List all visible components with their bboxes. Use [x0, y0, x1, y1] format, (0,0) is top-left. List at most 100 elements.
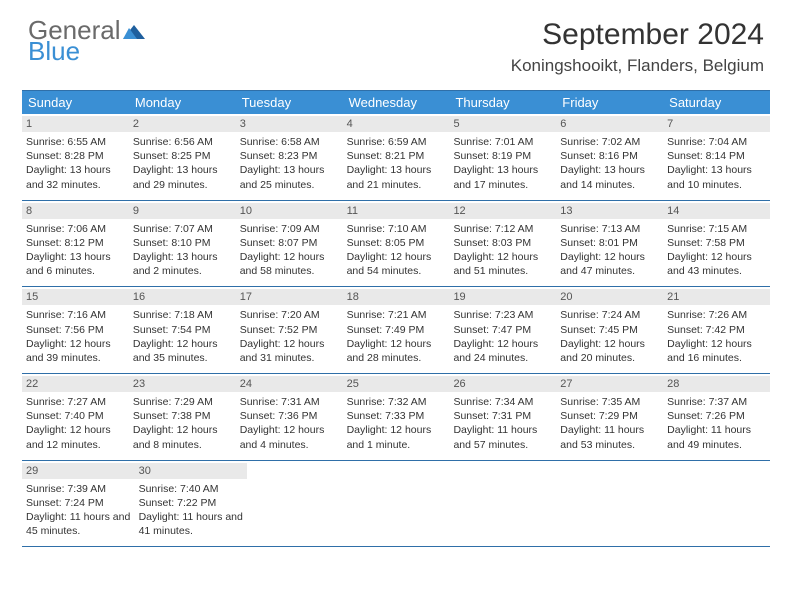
- day-cell: 16 Sunrise: 7:18 AMSunset: 7:54 PMDayligh…: [129, 287, 236, 373]
- logo-word-blue: Blue: [28, 39, 145, 64]
- day-details: Sunrise: 7:34 AMSunset: 7:31 PMDaylight:…: [453, 395, 552, 452]
- day-cell: 19 Sunrise: 7:23 AMSunset: 7:47 PMDayligh…: [449, 287, 556, 373]
- day-cell: 24Sunrise: 7:31 AMSunset: 7:36 PMDayligh…: [236, 374, 343, 460]
- day-details: Sunrise: 7:13 AMSunset: 8:01 PMDaylight:…: [560, 222, 659, 279]
- day-number: 19: [449, 289, 556, 305]
- day-details: Sunrise: 7:16 AMSunset: 7:56 PMDaylight:…: [26, 308, 125, 365]
- day-header: Monday: [129, 91, 236, 114]
- day-number: 25: [343, 376, 450, 392]
- day-number: 9: [129, 203, 236, 219]
- day-header: Saturday: [663, 91, 770, 114]
- day-details: Sunrise: 7:31 AMSunset: 7:36 PMDaylight:…: [240, 395, 339, 452]
- day-number: 6: [556, 116, 663, 132]
- day-number: 8: [22, 203, 129, 219]
- week-row: 22Sunrise: 7:27 AMSunset: 7:40 PMDayligh…: [22, 374, 770, 461]
- day-details: Sunrise: 7:39 AMSunset: 7:24 PMDaylight:…: [26, 482, 131, 539]
- day-details: Sunrise: 7:40 AMSunset: 7:22 PMDaylight:…: [139, 482, 244, 539]
- day-details: Sunrise: 7:37 AMSunset: 7:26 PMDaylight:…: [667, 395, 766, 452]
- day-number: 15: [22, 289, 129, 305]
- day-number: 3: [236, 116, 343, 132]
- day-number: 23: [129, 376, 236, 392]
- day-details: Sunrise: 6:58 AMSunset: 8:23 PMDaylight:…: [240, 135, 339, 192]
- day-number: 28: [663, 376, 770, 392]
- day-header: Wednesday: [343, 91, 450, 114]
- day-details: Sunrise: 7:01 AMSunset: 8:19 PMDaylight:…: [453, 135, 552, 192]
- day-details: Sunrise: 7:21 AMSunset: 7:49 PMDaylight:…: [347, 308, 446, 365]
- empty-cell: [561, 461, 666, 547]
- day-details: Sunrise: 7:23 AMSunset: 7:47 PMDaylight:…: [453, 308, 552, 365]
- day-cell: 22Sunrise: 7:27 AMSunset: 7:40 PMDayligh…: [22, 374, 129, 460]
- day-cell: 5 Sunrise: 7:01 AMSunset: 8:19 PMDaylight…: [449, 114, 556, 200]
- day-details: Sunrise: 7:02 AMSunset: 8:16 PMDaylight:…: [560, 135, 659, 192]
- day-cell: 30Sunrise: 7:40 AMSunset: 7:22 PMDayligh…: [135, 461, 248, 547]
- day-cell: 9 Sunrise: 7:07 AMSunset: 8:10 PMDaylight…: [129, 201, 236, 287]
- day-details: Sunrise: 7:04 AMSunset: 8:14 PMDaylight:…: [667, 135, 766, 192]
- day-number: 11: [343, 203, 450, 219]
- week-row: 8 Sunrise: 7:06 AMSunset: 8:12 PMDaylight…: [22, 201, 770, 288]
- location-text: Koningshooikt, Flanders, Belgium: [511, 56, 764, 76]
- day-cell: 25 Sunrise: 7:32 AMSunset: 7:33 PMDayligh…: [343, 374, 450, 460]
- empty-cell: [352, 461, 457, 547]
- day-cell: 8 Sunrise: 7:06 AMSunset: 8:12 PMDaylight…: [22, 201, 129, 287]
- day-cell: 14 Sunrise: 7:15 AMSunset: 7:58 PMDayligh…: [663, 201, 770, 287]
- week-row: 1 Sunrise: 6:55 AMSunset: 8:28 PMDaylight…: [22, 114, 770, 201]
- day-cell: 15 Sunrise: 7:16 AMSunset: 7:56 PMDayligh…: [22, 287, 129, 373]
- day-details: Sunrise: 7:06 AMSunset: 8:12 PMDaylight:…: [26, 222, 125, 279]
- day-details: Sunrise: 6:56 AMSunset: 8:25 PMDaylight:…: [133, 135, 232, 192]
- day-number: 10: [236, 203, 343, 219]
- day-number: 7: [663, 116, 770, 132]
- day-details: Sunrise: 7:32 AMSunset: 7:33 PMDaylight:…: [347, 395, 446, 452]
- day-cell: 17Sunrise: 7:20 AMSunset: 7:52 PMDayligh…: [236, 287, 343, 373]
- title-block: September 2024 Koningshooikt, Flanders, …: [511, 18, 764, 76]
- week-row: 29 Sunrise: 7:39 AMSunset: 7:24 PMDayligh…: [22, 461, 770, 548]
- day-cell: 29 Sunrise: 7:39 AMSunset: 7:24 PMDayligh…: [22, 461, 135, 547]
- day-cell: 12Sunrise: 7:12 AMSunset: 8:03 PMDayligh…: [449, 201, 556, 287]
- day-number: 5: [449, 116, 556, 132]
- day-details: Sunrise: 7:24 AMSunset: 7:45 PMDaylight:…: [560, 308, 659, 365]
- day-number: 27: [556, 376, 663, 392]
- day-cell: 7 Sunrise: 7:04 AMSunset: 8:14 PMDaylight…: [663, 114, 770, 200]
- day-number: 14: [663, 203, 770, 219]
- day-details: Sunrise: 6:59 AMSunset: 8:21 PMDaylight:…: [347, 135, 446, 192]
- calendar-grid: SundayMondayTuesdayWednesdayThursdayFrid…: [22, 90, 770, 547]
- day-cell: 13 Sunrise: 7:13 AMSunset: 8:01 PMDayligh…: [556, 201, 663, 287]
- day-header: Thursday: [449, 91, 556, 114]
- day-details: Sunrise: 7:29 AMSunset: 7:38 PMDaylight:…: [133, 395, 232, 452]
- day-number: 29: [22, 463, 135, 479]
- day-number: 4: [343, 116, 450, 132]
- day-details: Sunrise: 7:07 AMSunset: 8:10 PMDaylight:…: [133, 222, 232, 279]
- day-details: Sunrise: 7:09 AMSunset: 8:07 PMDaylight:…: [240, 222, 339, 279]
- day-cell: 28 Sunrise: 7:37 AMSunset: 7:26 PMDayligh…: [663, 374, 770, 460]
- day-number: 13: [556, 203, 663, 219]
- day-cell: 11 Sunrise: 7:10 AMSunset: 8:05 PMDayligh…: [343, 201, 450, 287]
- day-cell: 2Sunrise: 6:56 AMSunset: 8:25 PMDaylight…: [129, 114, 236, 200]
- empty-cell: [665, 461, 770, 547]
- empty-cell: [247, 461, 352, 547]
- logo: General Blue: [28, 18, 145, 63]
- day-number: 1: [22, 116, 129, 132]
- day-cell: 21 Sunrise: 7:26 AMSunset: 7:42 PMDayligh…: [663, 287, 770, 373]
- day-details: Sunrise: 7:15 AMSunset: 7:58 PMDaylight:…: [667, 222, 766, 279]
- day-cell: 26 Sunrise: 7:34 AMSunset: 7:31 PMDayligh…: [449, 374, 556, 460]
- day-header-row: SundayMondayTuesdayWednesdayThursdayFrid…: [22, 91, 770, 114]
- day-number: 20: [556, 289, 663, 305]
- page-header: General Blue September 2024 Koningshooik…: [0, 0, 792, 82]
- month-title: September 2024: [511, 18, 764, 52]
- day-header: Friday: [556, 91, 663, 114]
- day-cell: 6 Sunrise: 7:02 AMSunset: 8:16 PMDaylight…: [556, 114, 663, 200]
- day-number: 26: [449, 376, 556, 392]
- day-details: Sunrise: 7:10 AMSunset: 8:05 PMDaylight:…: [347, 222, 446, 279]
- day-details: Sunrise: 7:20 AMSunset: 7:52 PMDaylight:…: [240, 308, 339, 365]
- day-number: 16: [129, 289, 236, 305]
- day-details: Sunrise: 7:35 AMSunset: 7:29 PMDaylight:…: [560, 395, 659, 452]
- day-number: 21: [663, 289, 770, 305]
- day-details: Sunrise: 7:18 AMSunset: 7:54 PMDaylight:…: [133, 308, 232, 365]
- day-details: Sunrise: 6:55 AMSunset: 8:28 PMDaylight:…: [26, 135, 125, 192]
- day-cell: 3 Sunrise: 6:58 AMSunset: 8:23 PMDaylight…: [236, 114, 343, 200]
- day-cell: 18Sunrise: 7:21 AMSunset: 7:49 PMDayligh…: [343, 287, 450, 373]
- day-cell: 4 Sunrise: 6:59 AMSunset: 8:21 PMDaylight…: [343, 114, 450, 200]
- day-details: Sunrise: 7:27 AMSunset: 7:40 PMDaylight:…: [26, 395, 125, 452]
- day-details: Sunrise: 7:26 AMSunset: 7:42 PMDaylight:…: [667, 308, 766, 365]
- day-header: Sunday: [22, 91, 129, 114]
- day-cell: 27 Sunrise: 7:35 AMSunset: 7:29 PMDayligh…: [556, 374, 663, 460]
